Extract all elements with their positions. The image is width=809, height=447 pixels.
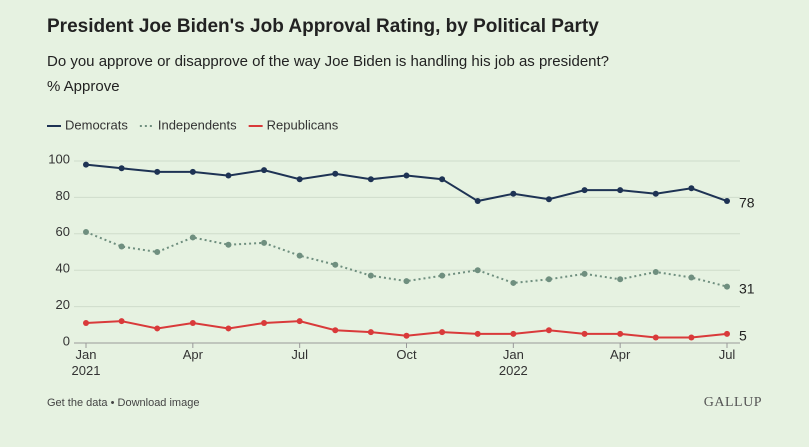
- x-tick-label: Oct: [396, 347, 417, 362]
- data-point: [261, 239, 268, 246]
- data-point: [261, 167, 268, 174]
- data-point: [617, 330, 624, 337]
- data-point: [367, 329, 374, 336]
- chart-subtitle: Do you approve or disapprove of the way …: [47, 53, 609, 70]
- data-point: [225, 241, 232, 248]
- data-point: [545, 196, 552, 203]
- data-point: [724, 330, 730, 337]
- data-point: [403, 332, 410, 339]
- data-point: [724, 198, 730, 205]
- data-point: [189, 234, 196, 241]
- legend-label: Republicans: [267, 117, 339, 132]
- data-point: [83, 228, 89, 235]
- data-point: [581, 187, 588, 194]
- y-tick-label: 20: [56, 297, 70, 312]
- data-point: [545, 327, 552, 334]
- x-tick-label: Jul: [291, 347, 308, 362]
- data-point: [474, 330, 481, 337]
- chart-title: President Joe Biden's Job Approval Ratin…: [47, 16, 599, 37]
- x-tick-label: Jul: [719, 347, 736, 362]
- end-label: 5: [739, 328, 747, 344]
- data-point: [652, 269, 659, 276]
- data-point: [225, 325, 232, 332]
- data-point: [724, 283, 730, 290]
- y-tick-label: 80: [56, 188, 70, 203]
- data-point: [510, 279, 517, 286]
- data-point: [189, 319, 196, 326]
- legend-label: Independents: [158, 117, 237, 132]
- data-point: [688, 274, 695, 281]
- legend-label: Democrats: [65, 117, 128, 132]
- data-point: [581, 270, 588, 277]
- data-point: [474, 198, 481, 205]
- data-point: [83, 161, 89, 168]
- source-logo: GALLUP: [704, 395, 762, 410]
- data-point: [296, 252, 303, 259]
- series-line: [85, 163, 728, 203]
- data-point: [439, 176, 446, 183]
- end-label: 31: [739, 280, 755, 296]
- data-point: [510, 330, 517, 337]
- data-point: [154, 168, 161, 175]
- data-point: [189, 168, 196, 175]
- data-point: [118, 165, 125, 172]
- data-point: [403, 172, 410, 179]
- data-point: [545, 276, 552, 283]
- data-point: [510, 190, 517, 197]
- data-point: [261, 319, 268, 326]
- data-point: [617, 276, 624, 283]
- y-axis-label: % Approve: [47, 78, 120, 95]
- data-point: [83, 319, 89, 326]
- data-point: [581, 330, 588, 337]
- footer-links[interactable]: Get the data • Download image: [47, 397, 199, 409]
- data-point: [652, 334, 659, 341]
- data-point: [296, 176, 303, 183]
- y-tick-label: 0: [63, 333, 70, 348]
- data-point: [154, 325, 161, 332]
- x-tick-label: Jan 2022: [499, 347, 528, 378]
- data-point: [474, 267, 481, 274]
- data-point: [367, 272, 374, 279]
- y-tick-label: 60: [56, 224, 70, 239]
- data-point: [118, 318, 125, 325]
- data-point: [688, 185, 695, 192]
- data-point: [118, 243, 125, 250]
- data-point: [617, 187, 624, 194]
- data-point: [332, 170, 339, 177]
- data-point: [652, 190, 659, 197]
- data-point: [154, 249, 161, 255]
- y-tick-label: 100: [48, 151, 70, 166]
- end-label: 78: [739, 195, 755, 211]
- data-point: [688, 334, 695, 341]
- x-tick-label: Apr: [610, 347, 631, 362]
- data-point: [296, 318, 303, 325]
- data-point: [332, 327, 339, 334]
- data-point: [403, 278, 410, 285]
- y-tick-label: 40: [56, 261, 70, 276]
- data-point: [439, 329, 446, 336]
- data-point: [332, 261, 339, 268]
- data-point: [367, 176, 374, 183]
- data-point: [439, 272, 446, 279]
- x-tick-label: Jan 2021: [72, 347, 101, 378]
- data-point: [225, 172, 232, 179]
- x-tick-label: Apr: [183, 347, 204, 362]
